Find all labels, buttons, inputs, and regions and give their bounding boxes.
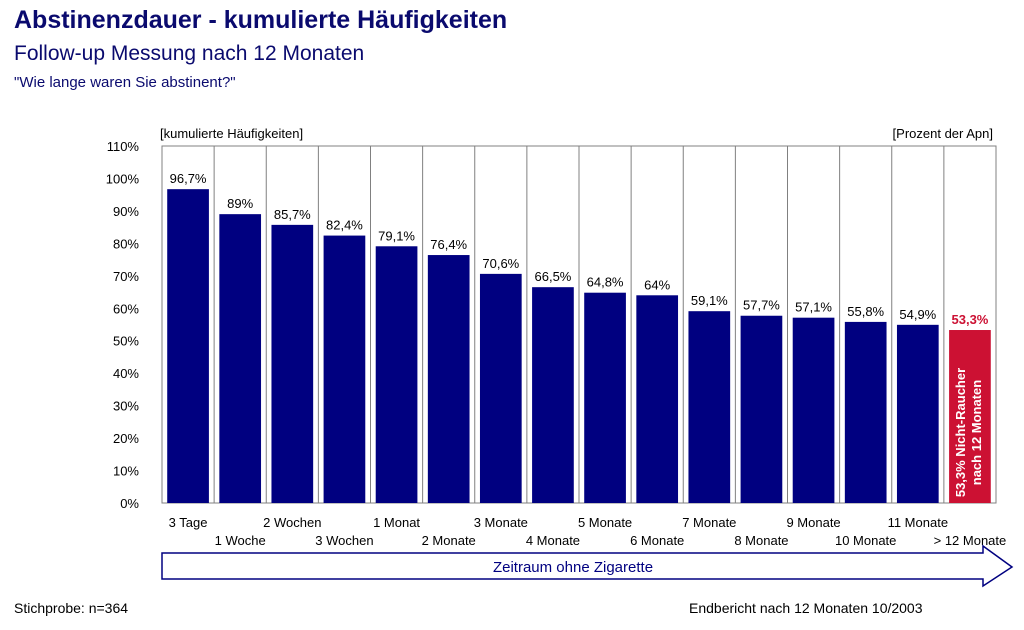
x-tick-label: 1 Monat (373, 515, 420, 530)
x-tick-label: 2 Wochen (263, 515, 321, 530)
data-label: 64% (644, 277, 670, 292)
data-label: 79,1% (378, 228, 415, 243)
x-tick-label: 8 Monate (734, 533, 788, 548)
highlight-annotation-line: 53,3% Nicht-Raucher (953, 368, 968, 497)
survey-question: "Wie lange waren Sie abstinent?" (14, 74, 236, 91)
bar (844, 321, 887, 503)
y-tick-label: 10% (113, 464, 139, 479)
y-tick-label: 20% (113, 431, 139, 446)
y-tick-label: 50% (113, 334, 139, 349)
x-tick-label: 5 Monate (578, 515, 632, 530)
x-tick-label: 7 Monate (682, 515, 736, 530)
y-tick-label: 70% (113, 269, 139, 284)
bar (271, 224, 314, 503)
chart-subtitle: Follow-up Messung nach 12 Monaten (14, 42, 365, 65)
data-label: 96,7% (170, 171, 207, 186)
data-label: 54,9% (899, 307, 936, 322)
x-tick-label: 11 Monate (888, 515, 948, 530)
x-tick-label: 2 Monate (422, 533, 476, 548)
bar (219, 214, 262, 503)
data-label: 89% (227, 196, 253, 211)
y-tick-label: 40% (113, 366, 139, 381)
sample-size-note: Stichprobe: n=364 (14, 600, 129, 616)
chart-title: Abstinenzdauer - kumulierte Häufigkeiten (14, 6, 508, 34)
timeline-arrow-shape (161, 544, 1014, 588)
bar (427, 255, 470, 503)
data-label: 64,8% (587, 275, 624, 290)
data-label: 85,7% (274, 207, 311, 222)
data-label: 82,4% (326, 218, 363, 233)
x-tick-label: > 12 Monate (934, 533, 1007, 548)
bar (740, 315, 783, 503)
bar (167, 189, 209, 503)
timeline-arrow: Zeitraum ohne Zigarette (161, 544, 1014, 588)
data-label: 55,8% (847, 304, 884, 319)
bar (375, 246, 418, 503)
y-tick-label: 60% (113, 301, 139, 316)
x-axis-label: Zeitraum ohne Zigarette (493, 559, 653, 576)
y-tick-label: 0% (120, 496, 139, 511)
bar (479, 273, 522, 503)
bar-highlight (949, 330, 991, 503)
bar (792, 317, 835, 503)
x-tick-label: 6 Monate (630, 533, 684, 548)
bar (584, 292, 626, 503)
y-tick-label: 80% (113, 236, 139, 251)
x-tick-label: 10 Monate (835, 533, 896, 548)
y-tick-label: 90% (113, 204, 139, 219)
y-unit-label: [Prozent der Apn] (893, 126, 993, 141)
x-tick-label: 1 Woche (215, 533, 266, 548)
y-tick-label: 110% (107, 139, 140, 154)
data-label: 57,1% (795, 300, 832, 315)
y-tick-label: 100% (106, 171, 140, 186)
data-label: 66,5% (535, 269, 572, 284)
bar (532, 287, 574, 503)
data-label: 57,7% (743, 298, 780, 313)
data-label: 53,3% (952, 312, 989, 327)
data-label: 70,6% (482, 256, 519, 271)
y-tick-label: 30% (113, 399, 139, 414)
bar (636, 295, 679, 503)
x-tick-label: 9 Monate (786, 515, 840, 530)
data-label: 76,4% (430, 237, 467, 252)
highlight-annotation: 53,3% Nicht-Rauchernach 12 Monaten (953, 368, 984, 497)
y-axis-label: [kumulierte Häufigkeiten] (160, 126, 303, 141)
x-tick-label: 3 Tage (169, 515, 208, 530)
report-note: Endbericht nach 12 Monaten 10/2003 (689, 600, 923, 616)
x-tick-label: 3 Monate (474, 515, 528, 530)
bar (896, 324, 939, 503)
data-label: 59,1% (691, 293, 728, 308)
bar (688, 311, 731, 503)
x-tick-label: 3 Wochen (315, 533, 373, 548)
highlight-annotation-line: nach 12 Monaten (969, 380, 984, 486)
bar (323, 235, 366, 504)
x-tick-label: 4 Monate (526, 533, 580, 548)
